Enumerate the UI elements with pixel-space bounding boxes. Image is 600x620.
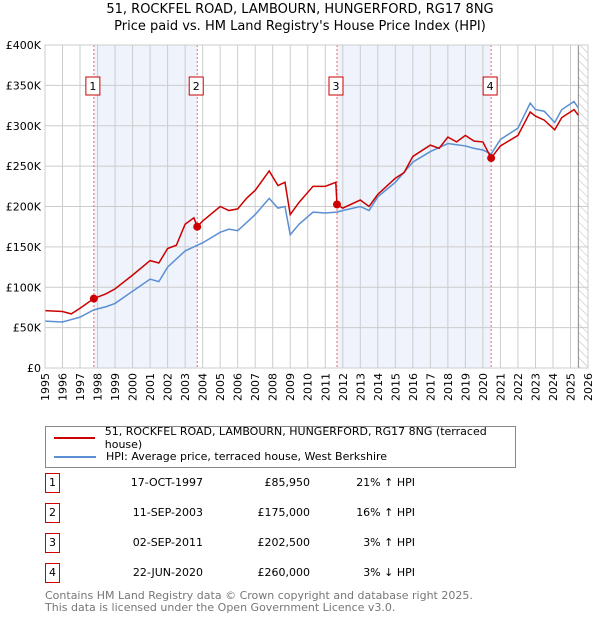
footer-line: Contains HM Land Registry data © Crown c… <box>45 589 473 602</box>
x-tick-label: 2021 <box>494 373 507 401</box>
y-tick-label: £350K <box>6 79 42 92</box>
y-tick-label: £200K <box>6 201 42 214</box>
x-tick-label: 2009 <box>284 373 297 401</box>
x-tick-label: 2007 <box>249 373 262 401</box>
x-tick-label: 2026 <box>582 373 595 401</box>
sale-price: £85,950 <box>264 476 311 489</box>
x-tick-label: 2015 <box>389 373 402 401</box>
sale-number: 4 <box>45 563 60 583</box>
y-tick-label: £50K <box>13 322 42 335</box>
sale-label: 3 <box>332 80 339 93</box>
sale-number: 3 <box>45 533 60 553</box>
x-tick-label: 2022 <box>512 373 525 401</box>
sale-row: 3 02-SEP-2011 £202,500 3% ↑ HPI <box>45 533 425 553</box>
sale-number: 2 <box>45 503 60 523</box>
x-tick-label: 2002 <box>162 373 175 401</box>
x-tick-label: 2024 <box>547 373 560 401</box>
sale-date: 02-SEP-2011 <box>132 536 203 549</box>
sale-point <box>193 222 202 231</box>
sale-price: £260,000 <box>257 566 311 579</box>
sale-label: 4 <box>487 80 494 93</box>
y-tick-label: £0 <box>27 362 41 375</box>
sale-label-box <box>328 76 344 96</box>
plot-border <box>44 44 589 369</box>
x-tick-label: 1996 <box>57 373 70 401</box>
x-tick-label: 2008 <box>267 373 280 401</box>
x-tick-label: 2006 <box>232 373 245 401</box>
legend-item-property: 51, ROCKFEL ROAD, LAMBOURN, HUNGERFORD, … <box>54 425 515 451</box>
x-tick-label: 1999 <box>109 373 122 401</box>
x-tick-label: 2017 <box>424 373 437 401</box>
legend-item-hpi: HPI: Average price, terraced house, West… <box>54 447 387 466</box>
legend-swatch-red <box>54 436 95 439</box>
chart-title: 51, ROCKFEL ROAD, LAMBOURN, HUNGERFORD, … <box>106 2 494 17</box>
sale-label-box <box>482 76 498 96</box>
x-tick-label: 2020 <box>477 373 490 401</box>
y-tick-label: £100K <box>6 281 42 294</box>
x-tick-label: 2025 <box>564 373 577 401</box>
sale-label: 2 <box>193 80 200 93</box>
x-tick-label: 2001 <box>144 373 157 401</box>
sale-price: £175,000 <box>257 506 311 519</box>
sale-point <box>332 200 341 209</box>
x-tick-label: 2005 <box>214 373 227 401</box>
x-tick-label: 2010 <box>302 373 315 401</box>
sale-price: £202,500 <box>257 536 311 549</box>
sale-date: 11-SEP-2003 <box>132 506 203 519</box>
chart-subtitle: Price paid vs. HM Land Registry's House … <box>114 19 486 34</box>
x-tick-label: 2004 <box>197 373 210 401</box>
x-tick-label: 2023 <box>529 373 542 401</box>
x-tick-label: 2018 <box>442 373 455 401</box>
sale-point <box>487 154 496 163</box>
footer: Contains HM Land Registry data © Crown c… <box>45 590 473 614</box>
legend: 51, ROCKFEL ROAD, LAMBOURN, HUNGERFORD, … <box>45 425 516 468</box>
x-tick-label: 2013 <box>354 373 367 401</box>
x-tick-label: 1997 <box>74 373 87 401</box>
x-tick-label: 2000 <box>127 373 140 401</box>
sale-point <box>89 294 98 303</box>
series-line <box>44 100 579 323</box>
x-tick-label: 2011 <box>319 373 332 401</box>
y-tick-label: £150K <box>6 241 42 254</box>
sale-label: 1 <box>89 80 96 93</box>
sale-hpi: 3% ↓ HPI <box>363 566 415 579</box>
sale-number: 1 <box>45 473 60 493</box>
sale-hpi: 16% ↑ HPI <box>356 506 415 519</box>
sale-label-box <box>85 76 101 96</box>
sale-date: 17-OCT-1997 <box>130 476 203 489</box>
sale-hpi: 3% ↑ HPI <box>363 536 415 549</box>
sale-row: 2 11-SEP-2003 £175,000 16% ↑ HPI <box>45 503 425 523</box>
price-chart: 1995 1996 1997 1998 1999 2000 2001 2002 2003 2004… <box>6 39 595 401</box>
x-tick-label: 2012 <box>337 373 350 401</box>
x-tick-label: 2019 <box>459 373 472 401</box>
sale-label-box <box>188 76 204 96</box>
sale-row: 1 17-OCT-1997 £85,950 21% ↑ HPI <box>45 473 425 493</box>
x-tick-label: 2014 <box>372 373 385 401</box>
footer-line: This data is licensed under the Open Gov… <box>45 601 396 614</box>
sale-row: 4 22-JUN-2020 £260,000 3% ↓ HPI <box>45 563 425 583</box>
legend-label: HPI: Average price, terraced house, West… <box>106 450 388 463</box>
sale-date: 22-JUN-2020 <box>132 566 203 579</box>
y-tick-label: £400K <box>6 39 42 52</box>
y-tick-label: £300K <box>6 120 42 133</box>
y-tick-label: £250K <box>6 160 42 173</box>
x-tick-label: 1995 <box>39 373 52 401</box>
legend-label: 51, ROCKFEL ROAD, LAMBOURN, HUNGERFORD, … <box>104 424 487 451</box>
x-tick-label: 1998 <box>92 373 105 401</box>
legend-swatch-blue <box>54 455 96 458</box>
x-tick-label: 2003 <box>179 373 192 401</box>
x-tick-label: 2016 <box>407 373 420 401</box>
sale-hpi: 21% ↑ HPI <box>356 476 415 489</box>
